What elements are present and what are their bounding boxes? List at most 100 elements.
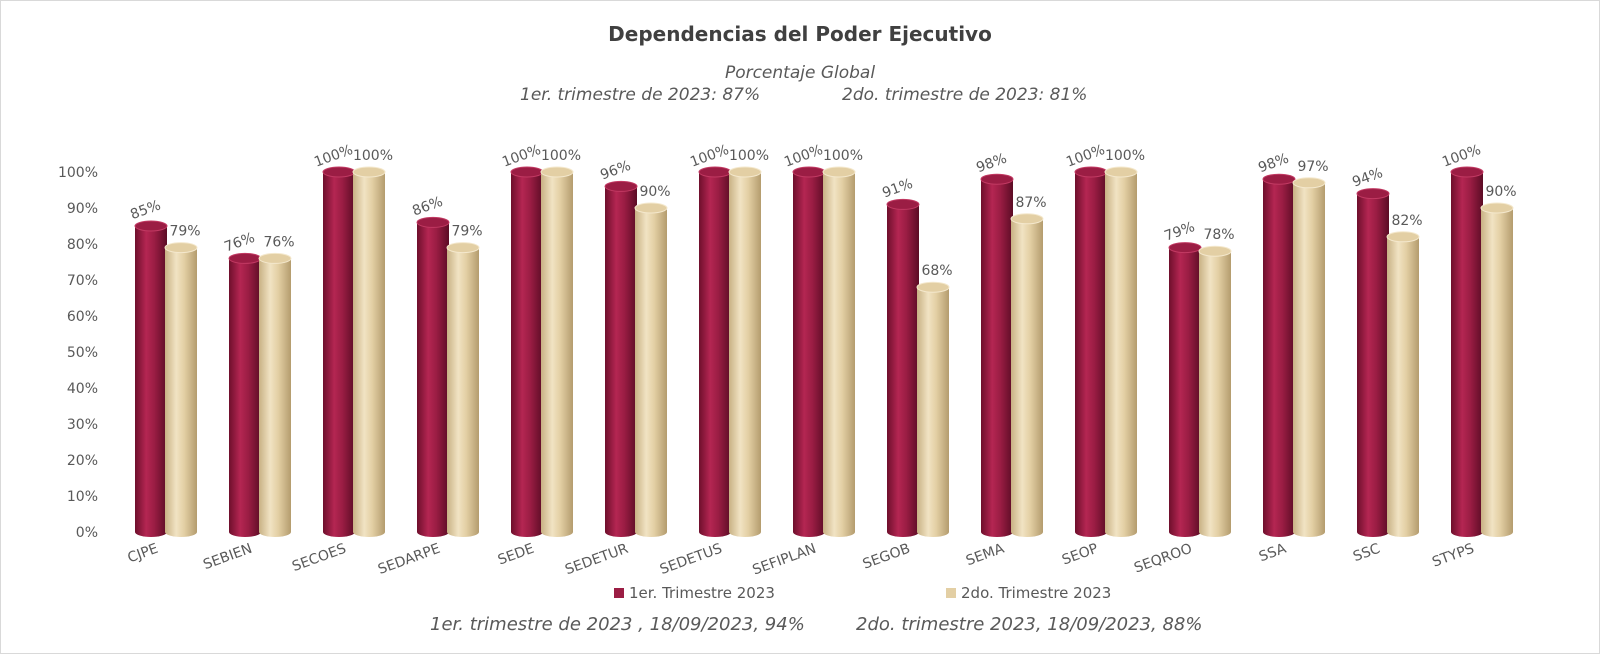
bar-2-secoes (352, 166, 386, 537)
bar-2-styps (1480, 202, 1514, 537)
chart-subtitle: Porcentaje Global (724, 63, 876, 83)
data-label: 100% (353, 148, 393, 164)
bars-group: 85%79% 76% 76%100%100%86%79%100%100%96%90%… (128, 142, 1517, 538)
x-tick-label: SEFIPLAN (750, 541, 818, 579)
bar-2-seqroo (1198, 245, 1232, 537)
y-tick-label: 10% (67, 489, 98, 505)
data-label: 100% (1064, 142, 1107, 171)
y-axis: 0% 10% 20% 30% 40% 50% 60% 70% 80% 90% 100% (58, 165, 98, 541)
legend-swatch-series-2 (946, 588, 956, 598)
bar-2-sedarpe (446, 242, 480, 537)
x-tick-label: SEDARPE (376, 541, 442, 578)
bar-1-seop (1074, 166, 1108, 537)
data-label: 100% (541, 148, 581, 164)
data-label: 79% (451, 224, 482, 240)
bar-1-sedetur (604, 180, 638, 537)
data-label: 94% (1350, 165, 1385, 191)
bar-2-sedetur (634, 202, 668, 537)
bar-2-cjpe (164, 242, 198, 537)
x-tick-label: SEDETUS (658, 541, 725, 578)
bar-1-sebien (228, 252, 262, 537)
legend-item-series-2: 2do. Trimestre 2023 (946, 584, 1111, 602)
data-label: 98% (1256, 151, 1291, 177)
x-tick-label: SEDETUR (563, 541, 631, 579)
bar-1-secoes (322, 166, 356, 537)
footer-second-quarter: 2do. trimestre 2023, 18/09/2023, 88% (856, 614, 1203, 635)
x-axis: CJPE SEBIEN SECOES SEDARPE SEDE SEDETUR SEDETU… (126, 541, 1477, 579)
data-label: 100% (729, 148, 769, 164)
data-label: 79% (1162, 219, 1197, 245)
y-tick-label: 50% (67, 345, 98, 361)
y-tick-label: 60% (67, 309, 98, 325)
bar-1-sefiplan (792, 166, 826, 537)
bar-1-sedarpe (416, 216, 450, 537)
bar-2-sedetus (728, 166, 762, 537)
data-label: 100% (823, 148, 863, 164)
y-tick-label: 80% (67, 237, 98, 253)
y-tick-label: 100% (58, 165, 98, 181)
note-second-quarter: 2do. trimestre de 2023: 81% (842, 85, 1088, 105)
data-label: 100% (1105, 148, 1145, 164)
bar-1-ssc (1356, 188, 1390, 537)
data-label: 87% (1015, 195, 1046, 211)
bar-1-styps (1450, 166, 1484, 537)
bar-1-sede (510, 166, 544, 537)
note-first-quarter: 1er. trimestre de 2023: 87% (520, 85, 761, 105)
data-label: 85% (128, 197, 163, 223)
data-label: 98% (974, 151, 1009, 177)
data-label: 91% (880, 176, 915, 202)
bar-2-segob (916, 281, 950, 537)
data-label: 78% (1203, 227, 1234, 243)
x-tick-label: SEMA (964, 541, 1007, 570)
x-tick-label: SEGOB (861, 541, 913, 573)
data-label: 100% (688, 142, 731, 171)
y-tick-label: 20% (67, 453, 98, 469)
x-tick-label: STYPS (1430, 541, 1476, 571)
x-tick-label: CJPE (126, 541, 161, 567)
data-label: 96% (598, 158, 633, 184)
data-label: 100% (782, 142, 825, 171)
data-label: 100% (500, 142, 543, 171)
legend-label-series-1: 1er. Trimestre 2023 (629, 584, 775, 602)
x-tick-label: SSA (1257, 541, 1289, 566)
bar-2-sebien (258, 252, 292, 537)
x-tick-label: SEQROO (1132, 541, 1194, 577)
x-tick-label: SEOP (1060, 541, 1100, 569)
data-label: 86% (410, 194, 445, 220)
data-label: 100% (1440, 142, 1483, 171)
data-label: 79% (169, 224, 200, 240)
data-label: 76% (263, 234, 294, 250)
y-tick-label: 70% (67, 273, 98, 289)
bar-2-sede (540, 166, 574, 537)
bar-1-cjpe (134, 220, 168, 537)
bar-2-seop (1104, 166, 1138, 537)
x-tick-label: SEBIEN (201, 541, 254, 573)
bar-1-ssa (1262, 173, 1296, 537)
bar-1-sema (980, 173, 1014, 537)
bar-1-sedetus (698, 166, 732, 537)
chart-title: Dependencias del Poder Ejecutivo (608, 22, 992, 46)
data-label: 82% (1391, 213, 1422, 229)
x-tick-label: SSC (1351, 541, 1383, 566)
footer-first-quarter: 1er. trimestre de 2023 , 18/09/2023, 94% (430, 614, 805, 635)
y-tick-label: 0% (76, 525, 98, 541)
legend-swatch-series-1 (614, 588, 624, 598)
bar-1-seqroo (1168, 242, 1202, 537)
bar-1-segob (886, 198, 920, 537)
legend-item-series-1: 1er. Trimestre 2023 (614, 584, 775, 602)
data-label: 97% (1297, 159, 1328, 175)
data-label: 90% (639, 184, 670, 200)
data-label: 76% (222, 230, 257, 256)
bar-2-ssa (1292, 177, 1326, 538)
x-tick-label: SEDE (496, 541, 537, 569)
y-tick-label: 40% (67, 381, 98, 397)
y-tick-label: 30% (67, 417, 98, 433)
bar-2-ssc (1386, 231, 1420, 538)
bar-2-sema (1010, 213, 1044, 538)
y-tick-label: 90% (67, 201, 98, 217)
bar-2-sefiplan (822, 166, 856, 537)
legend-label-series-2: 2do. Trimestre 2023 (961, 584, 1112, 602)
x-tick-label: SECOES (290, 541, 348, 575)
data-label: 68% (921, 263, 952, 279)
